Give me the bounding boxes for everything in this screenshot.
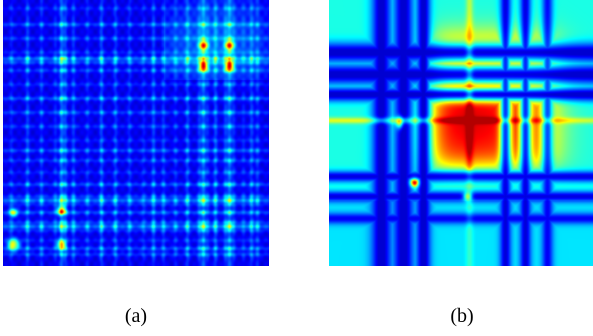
heatmap-b-image bbox=[329, 0, 593, 266]
caption-a: (a) bbox=[124, 305, 148, 327]
caption-b: (b) bbox=[450, 305, 474, 327]
heatmap-a-image bbox=[3, 0, 269, 266]
heatmap-panel-b bbox=[329, 0, 593, 266]
heatmap-panel-a bbox=[3, 0, 269, 266]
